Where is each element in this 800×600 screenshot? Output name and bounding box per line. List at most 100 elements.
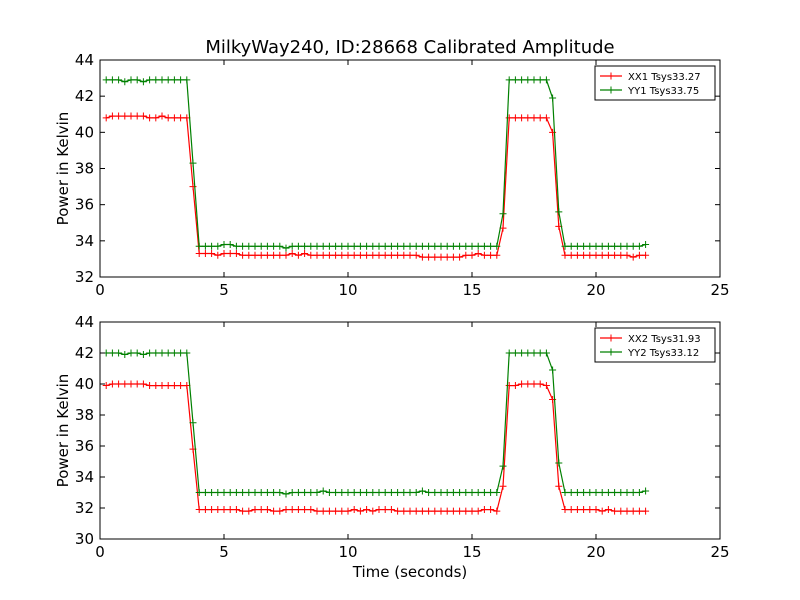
data-point-marker xyxy=(108,112,116,120)
data-point-marker xyxy=(580,506,588,514)
data-point-marker xyxy=(127,380,135,388)
data-point-marker xyxy=(561,506,569,514)
data-point-marker xyxy=(499,482,507,490)
data-point-marker xyxy=(418,507,426,515)
data-point-marker xyxy=(313,242,321,250)
data-point-marker xyxy=(381,251,389,259)
data-point-marker xyxy=(642,487,650,495)
data-point-marker xyxy=(369,251,377,259)
data-point-marker xyxy=(462,489,470,496)
data-point-marker xyxy=(586,251,594,259)
data-point-marker xyxy=(511,349,519,357)
x-tick-label: 20 xyxy=(586,543,605,561)
y-tick-label: 44 xyxy=(75,313,94,331)
data-point-marker xyxy=(226,240,234,248)
x-axis-label: Time (seconds) xyxy=(352,563,468,581)
data-point-marker xyxy=(549,94,557,102)
data-point-marker xyxy=(530,349,538,357)
data-point-marker xyxy=(375,242,383,250)
data-point-marker xyxy=(270,507,278,515)
data-point-marker xyxy=(245,242,253,250)
data-point-marker xyxy=(431,489,439,496)
data-point-marker xyxy=(263,506,271,514)
data-point-marker xyxy=(102,114,110,122)
data-point-marker xyxy=(239,489,247,496)
data-point-marker xyxy=(363,242,371,250)
subplot-1: 0 5 10 15 20 25 32 34 36 38 40 42 44 Power in Kelvin X… xyxy=(54,51,730,299)
y-axis-label: Power in Kelvin xyxy=(54,374,72,488)
data-point-marker xyxy=(177,114,185,122)
data-point-marker xyxy=(604,506,612,514)
data-point-marker xyxy=(201,242,209,250)
data-point-marker xyxy=(350,506,358,514)
data-point-marker xyxy=(518,76,526,84)
data-point-marker xyxy=(350,251,358,259)
data-point-marker xyxy=(356,489,364,496)
data-point-marker xyxy=(425,489,433,496)
data-point-marker xyxy=(387,251,395,259)
data-point-marker xyxy=(561,242,569,250)
y-tick-label: 32 xyxy=(75,499,94,517)
data-point-marker xyxy=(133,76,141,84)
data-point-marker xyxy=(127,112,135,120)
data-point-marker xyxy=(220,489,228,496)
data-point-marker xyxy=(518,114,526,122)
data-point-marker xyxy=(195,242,203,250)
data-point-marker xyxy=(400,242,408,250)
data-point-marker xyxy=(344,242,352,250)
y-tick-label: 34 xyxy=(75,232,94,250)
data-point-marker xyxy=(449,253,457,261)
data-point-marker xyxy=(232,249,240,257)
data-point-marker xyxy=(449,242,457,250)
data-point-marker xyxy=(604,251,612,259)
data-point-marker xyxy=(412,507,420,515)
data-point-marker xyxy=(611,489,619,496)
data-point-marker xyxy=(573,242,581,250)
data-point-marker xyxy=(493,489,501,496)
x-tick-label: 25 xyxy=(710,281,729,299)
data-point-marker xyxy=(220,249,228,257)
data-point-marker xyxy=(146,114,154,122)
data-point-marker xyxy=(350,242,358,250)
data-point-marker xyxy=(307,251,315,259)
data-point-marker xyxy=(251,251,259,259)
data-point-marker xyxy=(536,76,544,84)
data-point-marker xyxy=(493,242,501,250)
y-tick-label: 32 xyxy=(75,268,94,286)
data-point-marker xyxy=(108,349,116,357)
data-point-marker xyxy=(208,249,216,257)
data-point-marker xyxy=(356,251,364,259)
data-point-marker xyxy=(146,382,154,390)
data-point-marker xyxy=(164,349,172,357)
x-tick-label: 0 xyxy=(95,543,105,561)
data-point-marker xyxy=(505,76,513,84)
legend-label-2: YY1 Tsys33.75 xyxy=(627,86,699,97)
data-point-marker xyxy=(189,159,197,167)
data-point-marker xyxy=(115,112,123,120)
data-point-marker xyxy=(567,251,575,259)
data-point-marker xyxy=(307,242,315,250)
data-point-marker xyxy=(431,507,439,515)
data-point-marker xyxy=(381,506,389,514)
data-point-marker xyxy=(356,507,364,515)
data-point-marker xyxy=(301,249,309,257)
data-point-marker xyxy=(449,489,457,496)
data-point-marker xyxy=(276,489,284,496)
data-point-marker xyxy=(598,507,606,515)
x-tick-label: 10 xyxy=(338,543,357,561)
data-point-marker xyxy=(462,507,470,515)
data-point-marker xyxy=(536,380,544,388)
data-point-marker xyxy=(102,76,110,84)
data-point-marker xyxy=(406,242,414,250)
data-point-marker xyxy=(394,507,402,515)
x-tick-label: 25 xyxy=(710,543,729,561)
data-point-marker xyxy=(201,506,209,514)
data-point-marker xyxy=(164,114,172,122)
data-point-marker xyxy=(282,490,290,498)
data-point-marker xyxy=(115,76,123,84)
data-point-marker xyxy=(623,507,631,515)
data-point-marker xyxy=(468,489,476,496)
legend-marker-2 xyxy=(607,348,615,356)
data-point-marker xyxy=(158,349,166,357)
data-point-marker xyxy=(474,249,482,257)
